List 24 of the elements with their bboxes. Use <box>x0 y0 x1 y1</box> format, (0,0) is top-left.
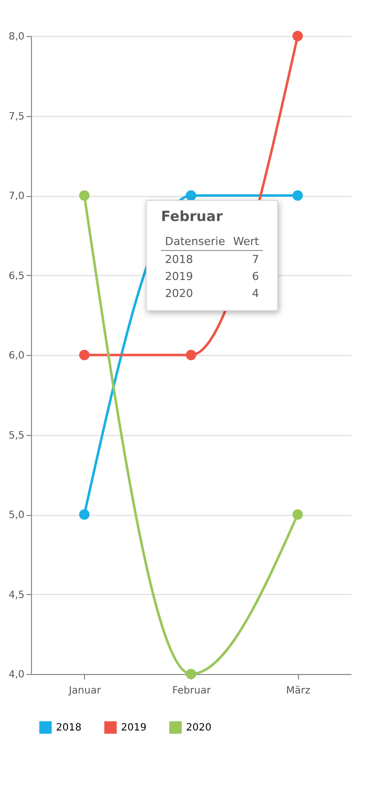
legend-label: 2020 <box>186 722 212 734</box>
x-tick-label: März <box>286 686 310 696</box>
y-tick-label: 7,5 <box>8 111 24 122</box>
y-tick-label: 8,0 <box>8 32 24 42</box>
annotation: Februar <box>161 209 224 225</box>
annotation: 2019 <box>164 269 194 285</box>
annotation: 2020 <box>164 286 194 302</box>
annotation: 7 <box>250 252 260 268</box>
annotation: 6 <box>250 269 260 285</box>
legend-label: 2018 <box>56 722 82 734</box>
annotation: 2018 <box>164 252 194 268</box>
y-tick-label: 4,5 <box>8 590 24 601</box>
annotation: Wert <box>229 233 263 250</box>
y-tick-label: 4,0 <box>8 670 24 680</box>
x-tick-label: Februar <box>172 686 212 696</box>
annotation: 4 <box>250 286 260 302</box>
annotation: Datenserie <box>161 233 230 250</box>
legend-label: 2019 <box>121 722 146 734</box>
y-tick-label: 5,0 <box>8 510 24 521</box>
x-tick-label: Januar <box>68 686 102 696</box>
y-tick-label: 6,5 <box>8 270 24 282</box>
y-tick-label: 7,0 <box>8 191 24 202</box>
y-tick-label: 6,0 <box>8 350 24 362</box>
y-tick-label: 5,5 <box>8 430 24 442</box>
